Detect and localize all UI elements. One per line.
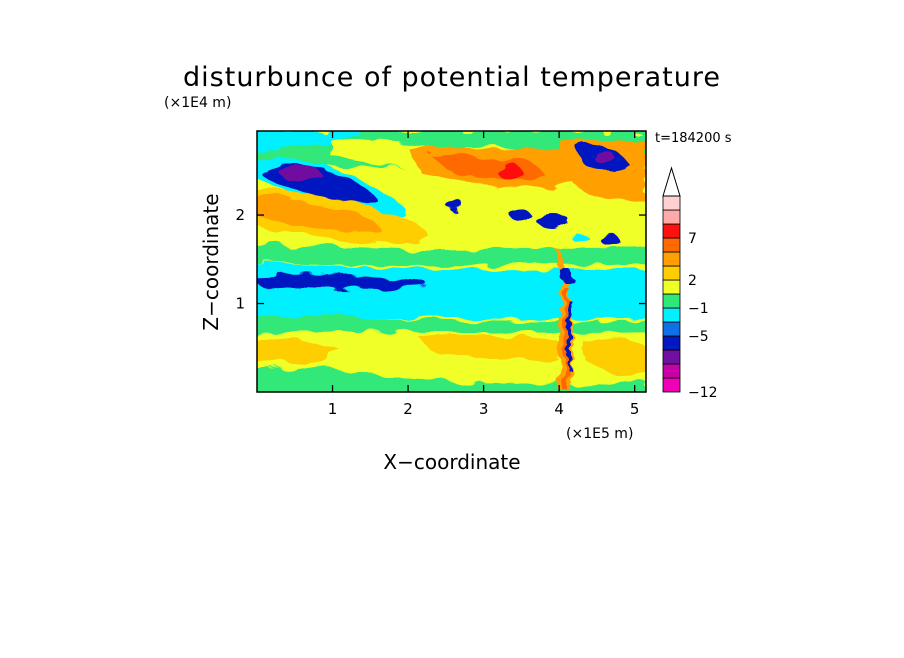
axes: 1 2 3 4 5 1 2 [235, 131, 646, 418]
colorbar-label: −5 [688, 329, 709, 345]
colorbar-swatch [662, 349, 681, 365]
colorbar-label: 2 [688, 273, 697, 289]
x-tick-label: 4 [554, 400, 564, 418]
x-tick-label: 1 [328, 400, 338, 418]
colorbar: −12−5−127 [662, 166, 718, 401]
x-unit-label: (×1E5 m) [566, 426, 633, 442]
field-contours [257, 131, 646, 392]
colorbar-swatch [662, 293, 681, 309]
colorbar-swatch [662, 195, 681, 211]
colorbar-label: −12 [688, 385, 718, 401]
x-tick-label: 5 [630, 400, 640, 418]
colorbar-swatch [662, 223, 681, 239]
time-label: t=184200 s [655, 131, 732, 146]
colorbar-swatch [662, 377, 681, 393]
x-axis-label: X−coordinate [383, 450, 520, 474]
colorbar-swatch [662, 237, 681, 253]
colorbar-swatch [662, 335, 681, 351]
colorbar-swatch [662, 279, 681, 295]
colorbar-swatch [662, 265, 681, 281]
colorbar-swatch [662, 321, 681, 337]
heatmap-field [257, 131, 646, 392]
colorbar-swatch [662, 209, 681, 225]
colorbar-swatch [662, 363, 681, 379]
y-tick-label: 1 [235, 295, 245, 313]
y-tick-label: 2 [235, 206, 245, 224]
y-unit-label: (×1E4 m) [164, 95, 231, 111]
colorbar-label: 7 [688, 231, 697, 247]
colorbar-extend-arrow [662, 166, 681, 197]
colorbar-swatch [662, 251, 681, 267]
y-axis-label: Z−coordinate [199, 193, 223, 330]
colorbar-swatch [662, 307, 681, 323]
plot-frame [256, 130, 647, 393]
x-tick-label: 3 [479, 400, 489, 418]
colorbar-label: −1 [688, 301, 709, 317]
chart-title: disturbunce of potential temperature [183, 62, 721, 93]
x-tick-label: 2 [403, 400, 413, 418]
